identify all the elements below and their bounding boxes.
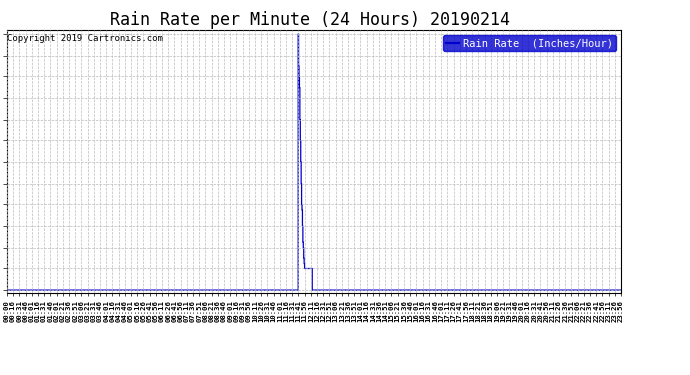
Text: Rain Rate per Minute (24 Hours) 20190214: Rain Rate per Minute (24 Hours) 20190214: [110, 11, 511, 29]
Legend: Rain Rate  (Inches/Hour): Rain Rate (Inches/Hour): [443, 35, 615, 51]
Text: Copyright 2019 Cartronics.com: Copyright 2019 Cartronics.com: [7, 34, 163, 43]
